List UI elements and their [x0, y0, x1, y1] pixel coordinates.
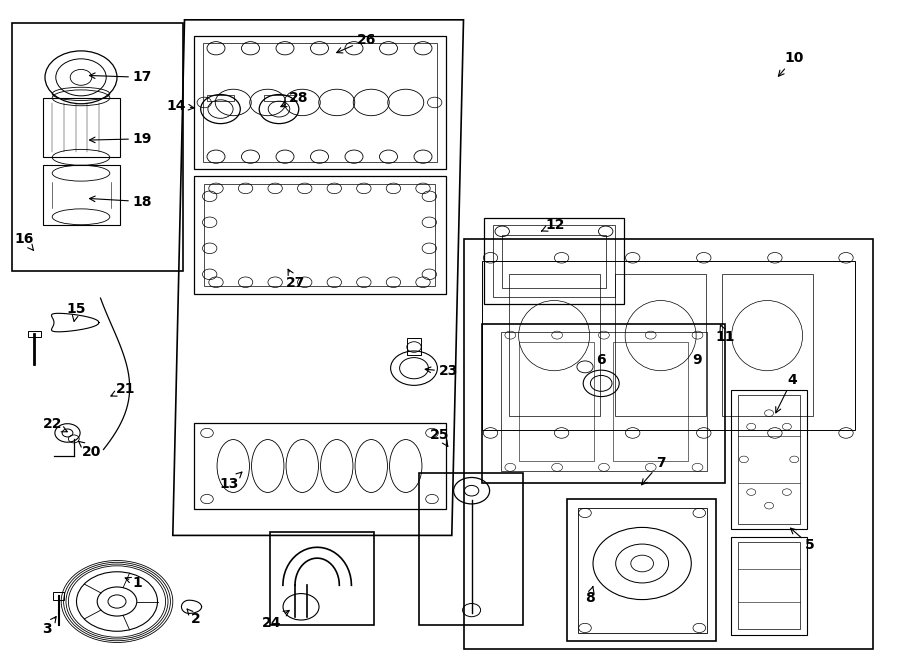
- Bar: [578, 508, 707, 633]
- Text: 11: 11: [716, 325, 735, 344]
- Text: 5: 5: [790, 528, 815, 553]
- Text: 16: 16: [14, 232, 34, 251]
- Text: 12: 12: [542, 217, 565, 232]
- Polygon shape: [51, 313, 99, 332]
- Text: 22: 22: [42, 417, 68, 432]
- Bar: [204, 184, 435, 286]
- Text: 2: 2: [187, 609, 201, 627]
- Bar: [567, 499, 716, 641]
- Text: 23: 23: [425, 364, 458, 379]
- Bar: [407, 338, 421, 355]
- Text: 6: 6: [597, 353, 606, 368]
- Bar: [482, 324, 724, 483]
- Bar: [43, 98, 120, 157]
- Text: 19: 19: [89, 132, 152, 146]
- Bar: [722, 274, 813, 416]
- Text: 3: 3: [42, 617, 56, 637]
- Text: 27: 27: [285, 269, 305, 290]
- Text: 4: 4: [776, 373, 796, 413]
- Text: 8: 8: [585, 587, 594, 605]
- Bar: [194, 36, 446, 169]
- Bar: [194, 423, 446, 509]
- Text: 1: 1: [125, 576, 142, 590]
- Bar: [28, 330, 40, 337]
- Text: 10: 10: [778, 51, 804, 76]
- Text: 21: 21: [111, 381, 136, 396]
- Text: 7: 7: [642, 455, 665, 485]
- Bar: [264, 95, 294, 101]
- Bar: [43, 165, 120, 225]
- Bar: [519, 342, 594, 461]
- Text: 17: 17: [89, 70, 152, 85]
- Bar: [202, 43, 436, 162]
- Bar: [613, 342, 688, 461]
- Bar: [501, 332, 706, 471]
- Bar: [738, 542, 800, 629]
- Bar: [738, 395, 800, 524]
- Bar: [207, 95, 234, 101]
- Bar: [12, 23, 183, 271]
- Text: 26: 26: [337, 32, 376, 53]
- Bar: [194, 176, 446, 294]
- Bar: [484, 218, 624, 304]
- Text: 25: 25: [430, 428, 450, 446]
- Bar: [419, 473, 523, 625]
- Text: 9: 9: [693, 353, 702, 368]
- Text: 14: 14: [166, 98, 194, 113]
- Bar: [464, 239, 873, 649]
- Bar: [270, 532, 374, 625]
- Bar: [493, 225, 615, 297]
- Bar: [482, 261, 855, 430]
- Bar: [53, 592, 64, 600]
- Bar: [731, 390, 807, 529]
- Text: 13: 13: [220, 472, 242, 491]
- Bar: [615, 274, 706, 416]
- Text: 18: 18: [89, 194, 152, 209]
- Text: 24: 24: [262, 610, 289, 630]
- Bar: [731, 537, 807, 635]
- Bar: [502, 235, 606, 288]
- Text: 15: 15: [67, 302, 86, 321]
- Text: 28: 28: [281, 91, 309, 106]
- Text: 20: 20: [78, 442, 102, 459]
- Bar: [508, 274, 599, 416]
